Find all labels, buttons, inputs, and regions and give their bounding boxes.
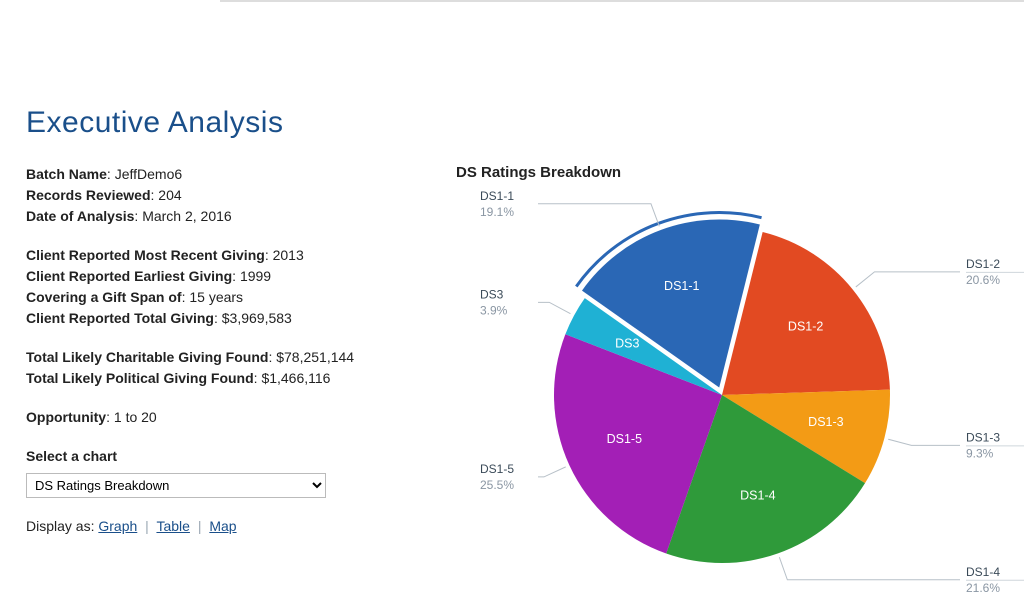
- pie-label-name: DS1-5: [480, 462, 514, 476]
- pie-leader-line: [538, 204, 659, 226]
- pie-leader-line: [856, 272, 960, 287]
- chart-select-label: Select a chart: [26, 446, 446, 467]
- span-value: 15 years: [189, 289, 243, 305]
- earliest-label: Client Reported Earliest Giving: [26, 268, 232, 284]
- records-reviewed-label: Records Reviewed: [26, 187, 151, 203]
- pie-label-name: DS1-1: [480, 189, 514, 203]
- batch-name-value: JeffDemo6: [115, 166, 182, 182]
- opportunity-label: Opportunity: [26, 409, 106, 425]
- pie-label-pct: 9.3%: [966, 446, 994, 460]
- display-as-graph-link[interactable]: Graph: [98, 518, 137, 534]
- pie-label-name: DS1-4: [966, 565, 1000, 579]
- chart-title: DS Ratings Breakdown: [456, 164, 1024, 181]
- display-as-label: Display as:: [26, 518, 94, 534]
- display-as-map-link[interactable]: Map: [209, 518, 236, 534]
- pie-label-name: DS1-3: [966, 430, 1000, 444]
- pie-leader-line: [538, 467, 566, 477]
- most-recent-label: Client Reported Most Recent Giving: [26, 247, 265, 263]
- charitable-label: Total Likely Charitable Giving Found: [26, 349, 268, 365]
- total-giving-value: $3,969,583: [222, 310, 292, 326]
- display-as: Display as: Graph | Table | Map: [26, 516, 446, 537]
- pie-leader-line: [779, 557, 960, 580]
- chart-select[interactable]: DS Ratings Breakdown: [26, 473, 326, 498]
- chart-panel: DS Ratings Breakdown DS1-2DS1-3DS1-4DS1-…: [446, 164, 1024, 607]
- display-as-table-link[interactable]: Table: [156, 518, 189, 534]
- pie-label-name: DS3: [480, 287, 504, 301]
- earliest-value: 1999: [240, 268, 271, 284]
- separator: |: [145, 518, 149, 534]
- batch-name-label: Batch Name: [26, 166, 107, 182]
- date-label: Date of Analysis: [26, 208, 134, 224]
- opportunity-group: Opportunity: 1 to 20: [26, 407, 446, 428]
- pie-inner-label: DS1-3: [808, 415, 843, 429]
- pie-label-pct: 3.9%: [480, 303, 508, 317]
- pie-inner-label: DS1-5: [607, 432, 642, 446]
- pie-label-pct: 19.1%: [480, 205, 514, 219]
- records-reviewed-value: 204: [158, 187, 181, 203]
- pie-leader-line: [538, 302, 570, 313]
- political-label: Total Likely Political Giving Found: [26, 370, 254, 386]
- total-giving-label: Client Reported Total Giving: [26, 310, 214, 326]
- date-value: March 2, 2016: [142, 208, 232, 224]
- pie-inner-label: DS3: [615, 336, 639, 350]
- pie-label-name: DS1-2: [966, 257, 1000, 271]
- ds-ratings-pie-chart: DS1-2 DS1-3 DS1-4 DS1-5 DS3 DS1-1 DS1-2 20.6% DS…: [446, 187, 1024, 607]
- pie-label-pct: 25.5%: [480, 478, 514, 492]
- political-value: $1,466,116: [261, 370, 330, 386]
- most-recent-value: 2013: [273, 247, 304, 263]
- pie-inner-label: DS1-2: [788, 320, 823, 334]
- charitable-value: $78,251,144: [276, 349, 354, 365]
- separator: |: [198, 518, 202, 534]
- giving-group: Client Reported Most Recent Giving: 2013…: [26, 245, 446, 329]
- pie-leader-line: [888, 439, 960, 445]
- pie-label-pct: 21.6%: [966, 581, 1000, 595]
- meta-group: Batch Name: JeffDemo6 Records Reviewed: …: [26, 164, 446, 227]
- pie-inner-label: DS1-4: [740, 489, 775, 503]
- found-group: Total Likely Charitable Giving Found: $7…: [26, 347, 446, 389]
- page-title: Executive Analysis: [26, 106, 998, 140]
- span-label: Covering a Gift Span of: [26, 289, 182, 305]
- opportunity-value: 1 to 20: [114, 409, 157, 425]
- summary-panel: Batch Name: JeffDemo6 Records Reviewed: …: [26, 164, 446, 607]
- pie-inner-label: DS1-1: [664, 279, 699, 293]
- pie-label-pct: 20.6%: [966, 273, 1000, 287]
- top-divider: [220, 0, 1024, 2]
